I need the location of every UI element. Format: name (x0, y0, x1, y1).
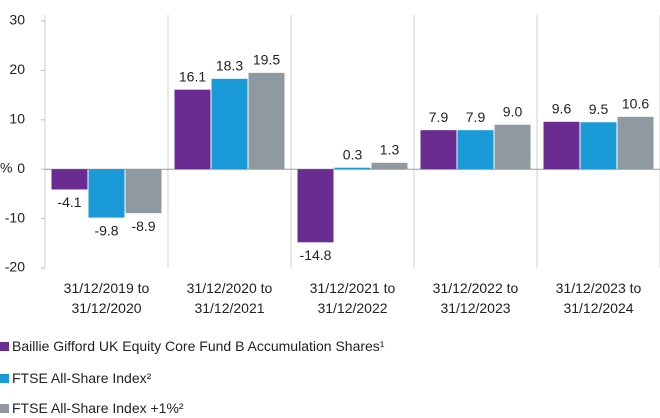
value-label: 7.9 (429, 109, 449, 125)
bar (617, 116, 654, 170)
bar (580, 122, 617, 170)
value-label: 19.5 (253, 52, 280, 68)
bar (51, 169, 88, 190)
x-tick-label: 31/12/2020 to 31/12/2021 (186, 280, 273, 316)
bar (543, 121, 580, 170)
legend-entry: FTSE All-Share Index² (0, 369, 151, 387)
legend-entry: FTSE All-Share Index +1%² (0, 399, 184, 417)
value-label: 9.5 (589, 101, 609, 117)
x-tick-label: 31/12/2023 to 31/12/2024 (555, 280, 642, 316)
legend-entry: Baillie Gifford UK Equity Core Fund B Ac… (0, 337, 384, 355)
value-label: -14.8 (300, 247, 332, 263)
bar (88, 169, 125, 218)
value-label: 10.6 (622, 96, 649, 112)
y-axis-label: % (0, 160, 12, 176)
value-label: 9.0 (503, 103, 523, 119)
value-label: 9.6 (552, 100, 572, 116)
bar (334, 167, 371, 170)
value-label: 7.9 (466, 109, 486, 125)
x-tick-label: 31/12/2019 to 31/12/2020 (63, 280, 150, 316)
value-label: 18.3 (216, 58, 243, 74)
bar (174, 89, 211, 170)
value-label: -4.1 (57, 194, 81, 210)
legend-label: Baillie Gifford UK Equity Core Fund B Ac… (12, 338, 385, 354)
value-label: -8.9 (131, 218, 155, 234)
bar (248, 72, 285, 170)
y-tick-label: 10 (9, 111, 25, 127)
bar (457, 130, 494, 170)
y-tick-label: -20 (5, 259, 25, 275)
value-label: 1.3 (380, 141, 400, 157)
value-label: 0.3 (343, 146, 363, 162)
bar (494, 124, 531, 170)
legend-swatch (0, 403, 9, 413)
y-tick-label: 0 (17, 160, 25, 176)
legend-swatch (0, 341, 9, 351)
x-tick-label: 31/12/2021 to 31/12/2022 (309, 280, 396, 316)
bar (125, 169, 162, 214)
bar (371, 162, 408, 170)
legend-label: FTSE All-Share Index² (12, 370, 152, 386)
bar (420, 130, 457, 170)
x-tick-label: 31/12/2022 to 31/12/2023 (432, 280, 519, 316)
legend-swatch (0, 373, 9, 383)
bar (297, 169, 334, 243)
value-label: -9.8 (94, 222, 118, 238)
y-tick-label: 30 (9, 12, 25, 28)
value-label: 16.1 (179, 68, 206, 84)
y-tick-label: 20 (9, 61, 25, 77)
bar (211, 78, 248, 170)
legend-label: FTSE All-Share Index +1%² (12, 400, 184, 416)
y-tick-label: -10 (5, 209, 25, 225)
